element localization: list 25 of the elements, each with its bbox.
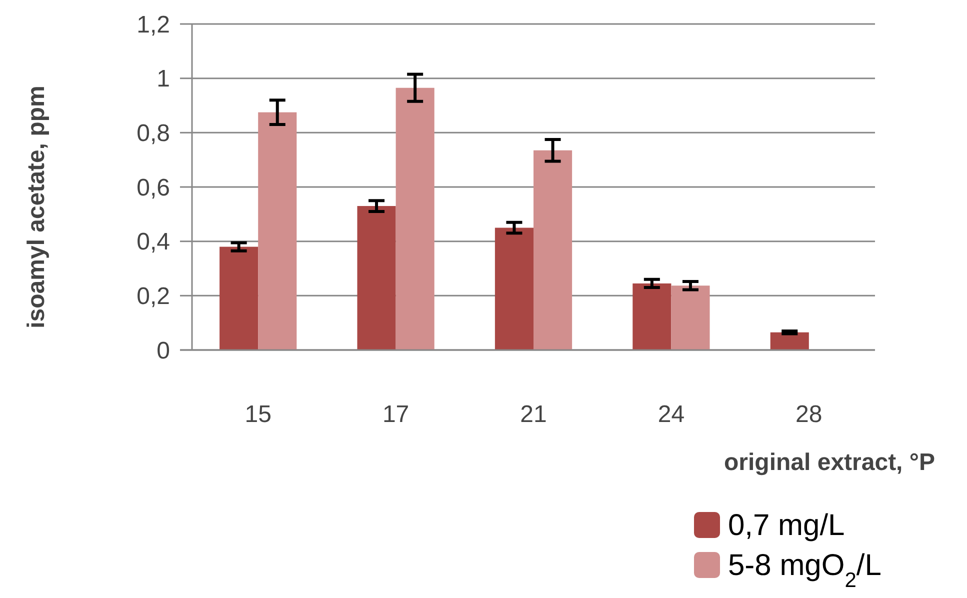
y-tick-label: 1,2 [136,11,170,38]
x-tick-label: 15 [244,401,272,428]
bar [671,286,710,350]
y-axis-title: isoamyl acetate, ppm [23,86,50,328]
bar [770,332,809,350]
legend-label: 5-8 mgO$_{2}$/L [728,549,882,592]
legend-label: 0,7 mg/L [728,509,845,542]
y-tick-label: 0,8 [136,120,170,148]
bar [357,206,396,350]
bar [258,112,297,350]
bar [396,88,434,350]
y-tick-label: 0,2 [136,283,170,310]
bar [534,150,572,350]
bar [494,228,534,350]
bar [220,246,258,350]
x-tick-label: 24 [658,401,685,428]
y-tick-label: 0,6 [136,174,170,202]
y-tick-label: 1 [156,66,170,93]
x-tick-label: 17 [382,401,410,428]
bar [632,283,672,350]
y-tick-label: 0,4 [136,228,170,256]
y-tick-label: 0 [156,337,170,364]
x-tick-label: 21 [520,401,547,428]
x-axis-title: original extract, °P [724,449,935,476]
x-tick-label: 28 [796,401,822,428]
